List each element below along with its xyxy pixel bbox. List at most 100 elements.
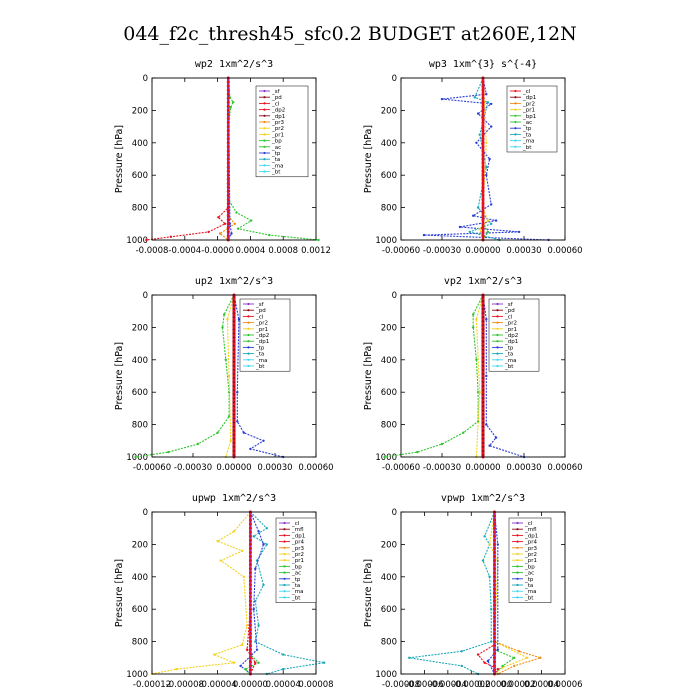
series-marker xyxy=(196,442,200,446)
center-marker xyxy=(248,559,252,563)
center-marker xyxy=(226,165,230,169)
center-marker xyxy=(248,644,252,648)
legend-box xyxy=(255,85,309,178)
legend: _cl_mfl_dp1_pr4_pr3_pr2_pr1_bp_ac_tp_ta_… xyxy=(275,517,317,603)
center-marker xyxy=(232,301,236,305)
legend-marker xyxy=(263,108,266,111)
panel-1: wp2 1xm^2/s^3 Pressure [hPa] 0 200 400 600 800… xyxy=(114,59,331,256)
center-marker xyxy=(226,189,230,193)
y-tick-label: 1000 xyxy=(126,236,148,246)
center-marker xyxy=(232,317,236,321)
series-marker xyxy=(245,648,249,651)
series-marker xyxy=(252,535,255,538)
legend-entry: _bt xyxy=(524,595,534,601)
series-marker xyxy=(483,661,486,664)
series-marker xyxy=(254,661,257,664)
center-marker xyxy=(226,137,230,141)
legend-entry: _cl xyxy=(524,521,533,527)
legend-marker xyxy=(247,302,250,306)
legend-entry: _pr4 xyxy=(524,540,538,546)
series-marker xyxy=(485,374,488,378)
y-tick-label: 400 xyxy=(132,356,148,366)
center-marker xyxy=(226,133,230,137)
center-marker xyxy=(481,447,485,451)
series-marker xyxy=(213,653,216,656)
legend-entry: _pr2 xyxy=(524,552,537,558)
series-marker xyxy=(217,216,220,219)
center-marker xyxy=(481,173,485,177)
center-marker xyxy=(492,571,496,575)
legend-marker xyxy=(496,302,499,306)
legend-marker xyxy=(247,315,250,318)
center-marker xyxy=(248,579,252,583)
center-marker xyxy=(481,125,485,129)
x-tick-label: -0.0000 xyxy=(201,246,234,256)
center-marker xyxy=(232,390,236,394)
x-tick-label: 0.00000 xyxy=(465,246,500,256)
x-tick-label: 0.00002 xyxy=(501,680,536,690)
center-marker xyxy=(481,226,485,230)
legend-marker xyxy=(283,559,286,562)
legend: _cl_mfl_dp1_pr4_pr3_pr2_pr1_bp_ac_tp_ta_… xyxy=(508,517,552,603)
y-tick-label: 0 xyxy=(143,74,148,84)
center-marker xyxy=(248,514,252,518)
series-marker xyxy=(472,214,475,217)
center-marker xyxy=(248,615,252,619)
legend-entry: _tp xyxy=(522,126,532,132)
center-marker xyxy=(248,583,252,587)
center-marker xyxy=(481,394,485,398)
center-marker xyxy=(492,652,496,656)
center-marker xyxy=(481,366,485,370)
center-marker xyxy=(248,664,252,668)
legend-marker xyxy=(283,596,286,599)
center-marker xyxy=(481,439,485,443)
y-axis-label: Pressure [hPa] xyxy=(114,125,125,193)
center-marker xyxy=(492,575,496,579)
center-marker xyxy=(492,551,496,554)
center-marker xyxy=(248,611,252,615)
legend-marker xyxy=(496,352,499,355)
legend-entry: _cl xyxy=(504,314,513,320)
center-marker xyxy=(232,334,236,337)
legend-entry: _sf xyxy=(504,302,514,308)
x-tick-label: 0.00006 xyxy=(547,680,582,690)
legend-entry: _pd xyxy=(255,308,266,314)
legend-marker xyxy=(283,528,286,531)
center-marker xyxy=(481,374,485,378)
series-marker xyxy=(462,431,465,434)
legend-entry: _ta xyxy=(291,583,300,589)
center-marker xyxy=(481,230,485,234)
legend-entry: _pr2 xyxy=(255,321,268,327)
legend-marker xyxy=(514,145,517,148)
series-marker xyxy=(481,559,485,562)
legend-marker xyxy=(283,552,286,556)
center-marker xyxy=(492,656,496,660)
legend-entry: _tp xyxy=(255,345,265,351)
x-tick-label: -0.00030 xyxy=(174,463,212,473)
center-marker xyxy=(232,313,236,317)
center-marker xyxy=(492,648,496,652)
legend-entry: _pr3 xyxy=(524,546,538,552)
y-tick-label: 1000 xyxy=(126,453,148,463)
center-marker xyxy=(481,313,485,317)
series-marker xyxy=(145,238,148,242)
legend-marker xyxy=(496,327,499,330)
center-marker xyxy=(226,100,230,104)
series-marker xyxy=(242,431,245,434)
y-tick-label: 200 xyxy=(381,323,397,333)
center-marker xyxy=(481,301,485,305)
legend-entry: _ma xyxy=(291,589,303,595)
center-marker xyxy=(481,451,485,455)
series-marker xyxy=(485,165,488,169)
center-marker xyxy=(492,615,496,619)
center-marker xyxy=(226,230,230,234)
series-marker xyxy=(496,543,499,546)
series-marker xyxy=(478,133,481,136)
y-axis-label: Pressure [hPa] xyxy=(114,342,125,410)
center-marker xyxy=(481,338,485,342)
center-marker xyxy=(481,193,485,197)
series-marker xyxy=(236,420,239,423)
x-tick-label: 0.00060 xyxy=(298,463,333,473)
y-tick-label: 800 xyxy=(381,421,397,431)
legend-entry: _ma xyxy=(255,358,267,364)
